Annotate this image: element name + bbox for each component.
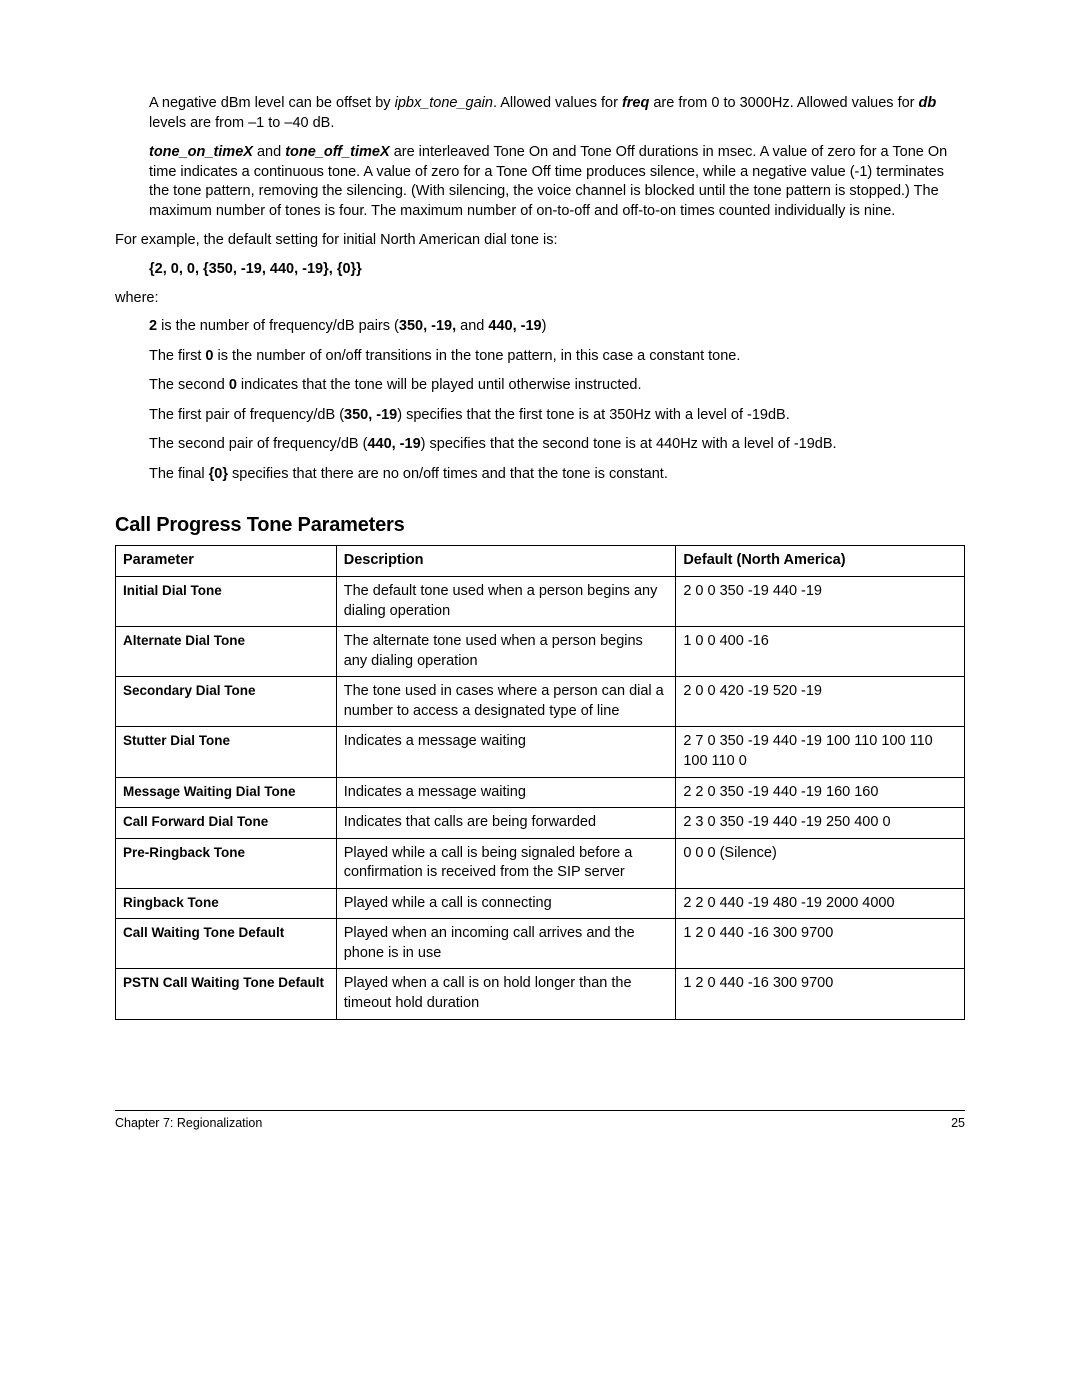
text: ) <box>542 318 547 334</box>
cell-default: 0 0 0 (Silence) <box>676 838 965 888</box>
cell-description: Indicates a message waiting <box>336 727 676 777</box>
cell-parameter: Stutter Dial Tone <box>116 727 337 777</box>
text: The first pair of frequency/dB ( <box>149 407 344 423</box>
text: The second pair of frequency/dB ( <box>149 436 367 452</box>
text: is the number of frequency/dB pairs ( <box>157 318 399 334</box>
text: 350, -19, <box>399 318 456 334</box>
text: 440, -19 <box>488 318 541 334</box>
cell-description: Played when a call is on hold longer tha… <box>336 969 676 1019</box>
cell-description: The default tone used when a person begi… <box>336 577 676 627</box>
term-tone-on: tone_on_timeX <box>149 144 253 160</box>
cell-description: Indicates a message waiting <box>336 777 676 808</box>
footer-page-number: 25 <box>951 1115 965 1132</box>
col-description: Description <box>336 546 676 577</box>
text: 440, -19 <box>367 436 420 452</box>
cell-description: Indicates that calls are being forwarded <box>336 808 676 839</box>
cell-description: The tone used in cases where a person ca… <box>336 677 676 727</box>
text: The final <box>149 466 209 482</box>
term-tone-off: tone_off_timeX <box>285 144 389 160</box>
cell-parameter: Call Waiting Tone Default <box>116 919 337 969</box>
cell-default: 2 7 0 350 -19 440 -19 100 110 100 110 10… <box>676 727 965 777</box>
cell-parameter: Call Forward Dial Tone <box>116 808 337 839</box>
explain-second-0: The second 0 indicates that the tone wil… <box>149 376 965 396</box>
cell-parameter: Pre-Ringback Tone <box>116 838 337 888</box>
text: 350, -19 <box>344 407 397 423</box>
footer-chapter: Chapter 7: Regionalization <box>115 1115 262 1132</box>
text: ) specifies that the first tone is at 35… <box>397 407 790 423</box>
text: is the number of on/off transitions in t… <box>213 348 740 364</box>
text: and <box>253 144 285 160</box>
col-parameter: Parameter <box>116 546 337 577</box>
where-label: where: <box>115 289 965 309</box>
table-row: PSTN Call Waiting Tone DefaultPlayed whe… <box>116 969 965 1019</box>
cell-parameter: Secondary Dial Tone <box>116 677 337 727</box>
cell-default: 2 2 0 350 -19 440 -19 160 160 <box>676 777 965 808</box>
paragraph-tone-on-off: tone_on_timeX and tone_off_timeX are int… <box>149 143 965 221</box>
text: A negative dBm level can be offset by <box>149 95 395 111</box>
cell-default: 2 0 0 350 -19 440 -19 <box>676 577 965 627</box>
table-row: Pre-Ringback TonePlayed while a call is … <box>116 838 965 888</box>
table-row: Stutter Dial ToneIndicates a message wai… <box>116 727 965 777</box>
cell-default: 1 2 0 440 -16 300 9700 <box>676 919 965 969</box>
text: . Allowed values for <box>493 95 622 111</box>
term-db: db <box>919 95 937 111</box>
table-row: Initial Dial ToneThe default tone used w… <box>116 577 965 627</box>
cell-description: Played while a call is being signaled be… <box>336 838 676 888</box>
cell-parameter: PSTN Call Waiting Tone Default <box>116 969 337 1019</box>
table-row: Ringback TonePlayed while a call is conn… <box>116 888 965 919</box>
text: ) specifies that the second tone is at 4… <box>421 436 837 452</box>
cell-default: 1 0 0 400 -16 <box>676 627 965 677</box>
cell-description: Played when an incoming call arrives and… <box>336 919 676 969</box>
explain-first-pair: The first pair of frequency/dB (350, -19… <box>149 406 965 426</box>
cell-description: Played while a call is connecting <box>336 888 676 919</box>
paragraph-example-intro: For example, the default setting for ini… <box>115 231 965 251</box>
text: The second <box>149 377 229 393</box>
table-row: Call Waiting Tone DefaultPlayed when an … <box>116 919 965 969</box>
explain-second-pair: The second pair of frequency/dB (440, -1… <box>149 435 965 455</box>
cell-default: 1 2 0 440 -16 300 9700 <box>676 969 965 1019</box>
cell-default: 2 2 0 440 -19 480 -19 2000 4000 <box>676 888 965 919</box>
cell-parameter: Ringback Tone <box>116 888 337 919</box>
cell-default: 2 3 0 350 -19 440 -19 250 400 0 <box>676 808 965 839</box>
cell-parameter: Initial Dial Tone <box>116 577 337 627</box>
explain-final: The final {0} specifies that there are n… <box>149 465 965 485</box>
table-header-row: Parameter Description Default (North Ame… <box>116 546 965 577</box>
cell-default: 2 0 0 420 -19 520 -19 <box>676 677 965 727</box>
cell-description: The alternate tone used when a person be… <box>336 627 676 677</box>
table-row: Alternate Dial ToneThe alternate tone us… <box>116 627 965 677</box>
explain-2: 2 is the number of frequency/dB pairs (3… <box>149 317 965 337</box>
page-footer: Chapter 7: Regionalization 25 <box>115 1110 965 1132</box>
section-heading: Call Progress Tone Parameters <box>115 512 965 539</box>
table-row: Message Waiting Dial ToneIndicates a mes… <box>116 777 965 808</box>
text: levels are from –1 to –40 dB. <box>149 115 334 131</box>
term-ipbx-tone-gain: ipbx_tone_gain <box>395 95 493 111</box>
text: indicates that the tone will be played u… <box>237 377 642 393</box>
col-default: Default (North America) <box>676 546 965 577</box>
text: specifies that there are no on/off times… <box>228 466 668 482</box>
explain-first-0: The first 0 is the number of on/off tran… <box>149 347 965 367</box>
cell-parameter: Alternate Dial Tone <box>116 627 337 677</box>
text: The first <box>149 348 205 364</box>
text: and <box>456 318 488 334</box>
term-freq: freq <box>622 95 649 111</box>
text: {0} <box>209 466 228 482</box>
parameters-table: Parameter Description Default (North Ame… <box>115 545 965 1019</box>
example-setting: {2, 0, 0, {350, -19, 440, -19}, {0}} <box>149 260 965 280</box>
cell-parameter: Message Waiting Dial Tone <box>116 777 337 808</box>
text: are from 0 to 3000Hz. Allowed values for <box>649 95 918 111</box>
text: 0 <box>229 377 237 393</box>
table-row: Secondary Dial ToneThe tone used in case… <box>116 677 965 727</box>
table-row: Call Forward Dial ToneIndicates that cal… <box>116 808 965 839</box>
paragraph-dbm: A negative dBm level can be offset by ip… <box>149 94 965 133</box>
text: 2 <box>149 318 157 334</box>
